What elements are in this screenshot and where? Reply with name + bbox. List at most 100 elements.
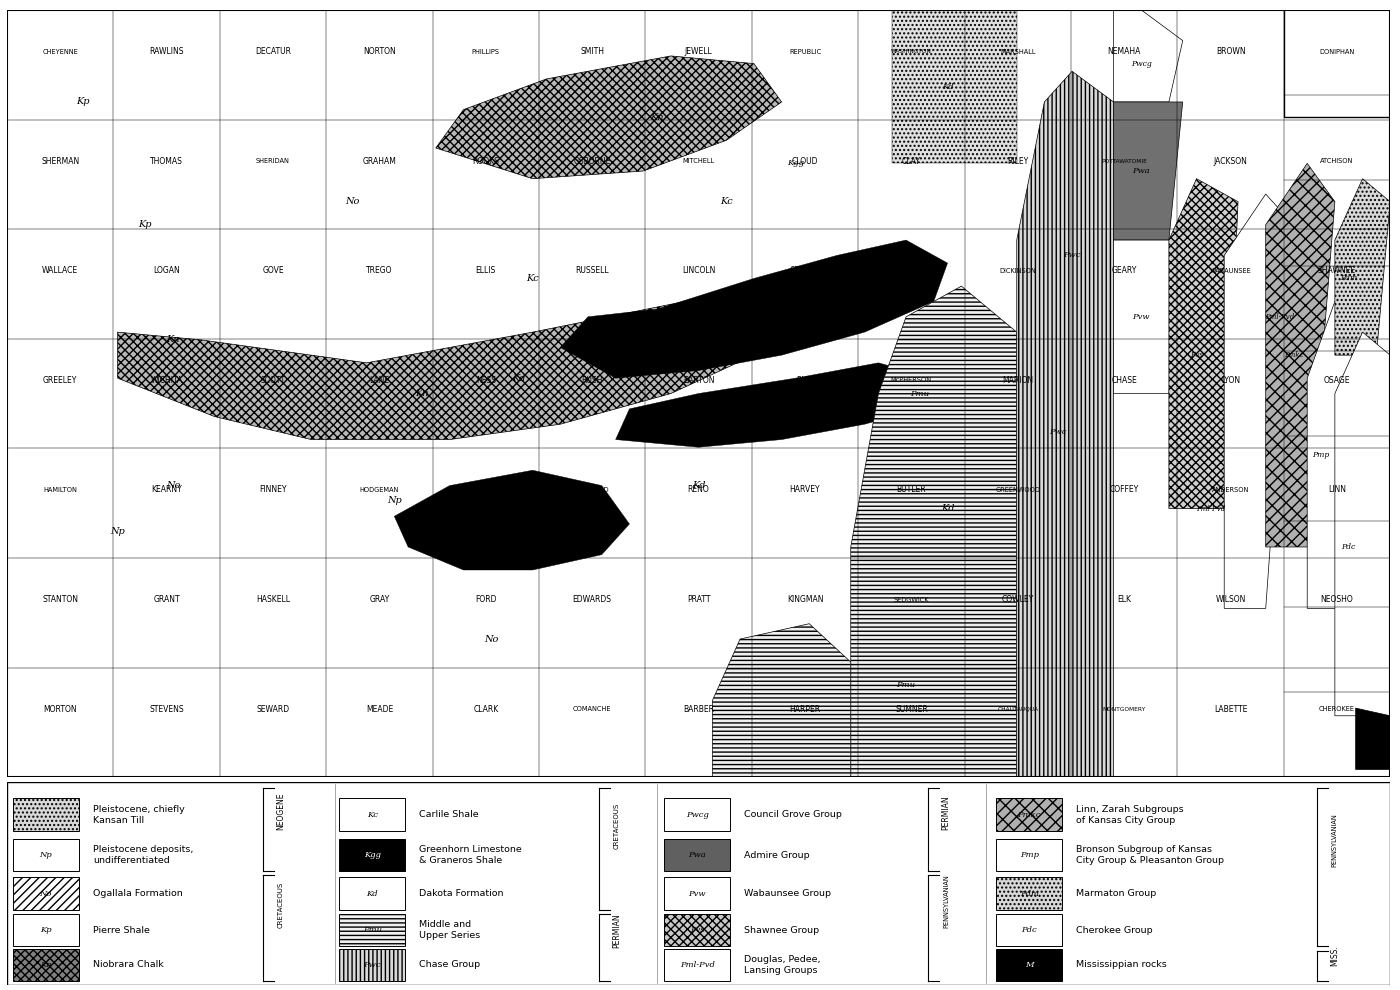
Text: CLOUD: CLOUD: [792, 156, 818, 165]
Text: CHAUTAUQUA: CHAUTAUQUA: [997, 707, 1039, 712]
Text: Dakota Formation: Dakota Formation: [419, 889, 504, 898]
Polygon shape: [395, 470, 630, 570]
Text: GRANT: GRANT: [153, 595, 181, 604]
Text: No: No: [165, 481, 181, 490]
Text: NESS: NESS: [476, 376, 496, 385]
Polygon shape: [435, 56, 781, 178]
Text: GREENWOOD: GREENWOOD: [995, 487, 1040, 493]
Text: KINGMAN: KINGMAN: [787, 595, 823, 604]
Text: DONIPHAN: DONIPHAN: [1319, 49, 1355, 54]
Text: SEWARD: SEWARD: [256, 705, 290, 714]
Text: Kd: Kd: [942, 82, 953, 91]
Text: Pierre Shale: Pierre Shale: [92, 926, 150, 935]
Text: Kc: Kc: [526, 274, 539, 283]
Polygon shape: [1308, 301, 1362, 608]
Text: SHERIDAN: SHERIDAN: [256, 158, 290, 164]
Text: Ogallala Formation: Ogallala Formation: [92, 889, 182, 898]
Polygon shape: [1169, 178, 1238, 509]
Text: RAWLINS: RAWLINS: [150, 48, 183, 56]
Text: Pvw: Pvw: [689, 890, 706, 898]
Bar: [995, 914, 1063, 946]
Text: LINCOLN: LINCOLN: [682, 266, 715, 275]
Bar: [13, 914, 78, 946]
Text: HASKELL: HASKELL: [256, 595, 290, 604]
Text: Pwcg: Pwcg: [1131, 59, 1152, 67]
Polygon shape: [1113, 241, 1183, 393]
Text: Kn: Kn: [416, 389, 428, 398]
Text: GRAHAM: GRAHAM: [363, 156, 396, 165]
Text: Pmu: Pmu: [910, 389, 930, 398]
Text: KEARNY: KEARNY: [151, 485, 182, 494]
Text: COWLEY: COWLEY: [1001, 595, 1035, 604]
Text: JEWELL: JEWELL: [685, 48, 713, 56]
Polygon shape: [616, 362, 934, 447]
Text: RUSSELL: RUSSELL: [575, 266, 609, 275]
Text: CRETACEOUS: CRETACEOUS: [277, 882, 284, 929]
Text: BARBER: BARBER: [683, 705, 714, 714]
Text: NORTON: NORTON: [363, 48, 396, 56]
Text: CHASE: CHASE: [1112, 376, 1137, 385]
Text: Kd: Kd: [512, 373, 525, 383]
Text: STAFFORD: STAFFORD: [575, 487, 609, 493]
Text: HODGEMAN: HODGEMAN: [360, 487, 399, 493]
Text: Kc: Kc: [609, 366, 622, 375]
Text: Np: Np: [39, 851, 52, 859]
Text: Pwc: Pwc: [1064, 251, 1081, 259]
Text: No: No: [346, 197, 360, 206]
Text: Pmkc: Pmkc: [1284, 351, 1303, 359]
Text: Pleistocene deposits,
undifferentiated: Pleistocene deposits, undifferentiated: [92, 845, 193, 865]
Bar: [995, 877, 1063, 910]
Text: Council Grove Group: Council Grove Group: [745, 810, 843, 819]
Text: LANE: LANE: [370, 376, 389, 385]
Text: Kd: Kd: [692, 481, 706, 490]
Text: PHILLIPS: PHILLIPS: [472, 49, 500, 54]
Text: GRAY: GRAY: [370, 595, 389, 604]
Polygon shape: [1113, 102, 1183, 241]
Text: CHEROKEE: CHEROKEE: [1319, 706, 1355, 712]
Text: NEOSHO: NEOSHO: [1320, 595, 1354, 604]
Polygon shape: [560, 241, 948, 378]
Text: OSAGE: OSAGE: [1324, 376, 1350, 385]
Text: Pwa: Pwa: [689, 851, 706, 859]
Text: CLAY: CLAY: [902, 156, 921, 165]
Text: Pmu: Pmu: [896, 681, 916, 689]
Text: PERMIAN: PERMIAN: [942, 795, 951, 830]
Text: Chase Group: Chase Group: [419, 960, 480, 969]
Text: Kgg: Kgg: [364, 851, 381, 859]
Text: Marmaton Group: Marmaton Group: [1077, 889, 1156, 898]
Text: Kn: Kn: [651, 113, 664, 122]
Text: Pmkc: Pmkc: [1018, 811, 1042, 819]
Text: No: No: [39, 890, 52, 898]
Text: ATCHISON: ATCHISON: [1320, 158, 1354, 164]
Text: Pwc: Pwc: [1050, 428, 1067, 436]
Text: Pmp: Pmp: [1312, 450, 1330, 459]
Text: GREELEY: GREELEY: [43, 376, 77, 385]
Text: WALLACE: WALLACE: [42, 266, 78, 275]
Polygon shape: [713, 624, 851, 777]
Text: BROWN: BROWN: [1215, 48, 1246, 56]
Text: CLARK: CLARK: [473, 705, 498, 714]
Text: GEARY: GEARY: [1112, 266, 1137, 275]
Text: ELK: ELK: [1117, 595, 1131, 604]
Text: OSBORNE: OSBORNE: [574, 156, 610, 165]
Text: SUMNER: SUMNER: [895, 705, 928, 714]
Text: COFFEY: COFFEY: [1110, 485, 1138, 494]
Text: Kn: Kn: [41, 960, 52, 969]
Text: Kp: Kp: [41, 927, 52, 935]
Text: WILSON: WILSON: [1215, 595, 1246, 604]
Text: Pmu: Pmu: [363, 927, 382, 935]
Text: Admire Group: Admire Group: [745, 850, 809, 859]
Text: SALINE: SALINE: [897, 266, 925, 275]
Text: LINN: LINN: [1329, 485, 1345, 494]
Text: Bronson Subgroup of Kansas
City Group & Pleasanton Group: Bronson Subgroup of Kansas City Group & …: [1077, 845, 1224, 865]
Text: Np: Np: [386, 496, 402, 506]
Polygon shape: [1224, 194, 1294, 608]
Text: Kp: Kp: [139, 220, 153, 230]
Text: WABAUNSEE: WABAUNSEE: [1210, 267, 1252, 274]
Text: Pleistocene, chiefly
Kansan Till: Pleistocene, chiefly Kansan Till: [92, 805, 185, 825]
Text: DECATUR: DECATUR: [255, 48, 291, 56]
Polygon shape: [851, 286, 1016, 777]
Text: PENNSYLVANIAN: PENNSYLVANIAN: [944, 874, 949, 929]
Text: FINNEY: FINNEY: [259, 485, 287, 494]
Text: OTTAWA: OTTAWA: [790, 266, 820, 275]
